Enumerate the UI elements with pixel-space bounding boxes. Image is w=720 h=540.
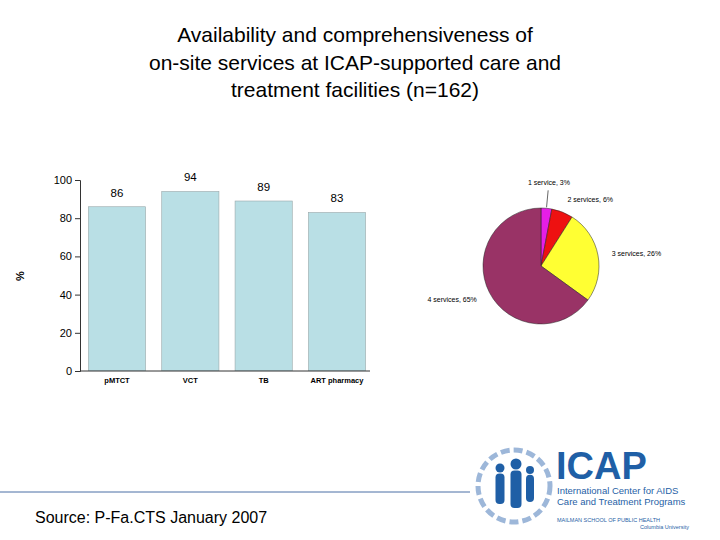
y-tick-label: 80 <box>60 212 72 224</box>
pie-labels: 1 service, 3% 2 services, 6% 3 services, 2… <box>427 179 661 302</box>
bar <box>88 207 145 371</box>
bar <box>308 212 365 371</box>
y-tick-label: 0 <box>66 365 72 377</box>
logo-graphic <box>478 450 550 522</box>
pie-label: 2 services, 6% <box>568 196 614 203</box>
logo-school: MAILMAN SCHOOL OF PUBLIC HEALTH <box>557 517 660 523</box>
y-tick-mark <box>75 218 80 219</box>
page: Availability and comprehensiveness ofon-… <box>0 0 720 540</box>
y-tick-mark <box>75 333 80 334</box>
y-tick-mark <box>75 180 80 181</box>
x-tick: TB <box>259 376 270 385</box>
x-tick-label: ART pharmacy <box>311 376 365 385</box>
x-tick-label: pMTCT <box>104 376 130 385</box>
data-label: 86 <box>111 187 124 199</box>
y-tick-label: 40 <box>60 289 72 301</box>
y-tick-label: 20 <box>60 327 72 339</box>
x-tick-label: TB <box>259 376 270 385</box>
y-axis-line <box>75 181 81 372</box>
logo-figure-body <box>511 471 522 508</box>
y-tick-mark <box>75 256 80 257</box>
pie-label: 3 services, 26% <box>612 250 661 257</box>
logo-figure-head <box>511 459 522 470</box>
title: Availability and comprehensiveness ofon-… <box>149 23 561 101</box>
bar <box>235 201 292 371</box>
source: Source: P-Fa.CTS January 2007 <box>35 509 267 526</box>
y-tick: 60 <box>60 250 80 262</box>
pie-label: 1 service, 3% <box>528 179 570 186</box>
data-label: 94 <box>184 171 197 183</box>
x-tick-label: VCT <box>183 376 198 385</box>
y-tick: 80 <box>60 212 80 224</box>
logo-figure-head <box>496 464 505 473</box>
y-axis-title: % <box>14 271 26 281</box>
logo-line: Care and Treatment Programs <box>557 496 686 507</box>
y-tick: 40 <box>60 289 80 301</box>
data-label: 89 <box>257 181 270 193</box>
x-tick: ART pharmacy <box>311 376 365 385</box>
logo-line: International Center for AIDS <box>557 485 678 496</box>
y-tick: 20 <box>60 327 80 339</box>
data-labels: 86 94 89 83 <box>111 171 344 204</box>
logo-figure-body <box>526 475 534 502</box>
x-axis: pMTCT VCT TB ART pharmacy <box>80 371 370 385</box>
logo-university: Columbia University <box>640 524 689 530</box>
logo-name: ICAP <box>556 445 647 487</box>
data-label: 83 <box>331 192 344 204</box>
y-axis: 0 20 40 60 80 100 <box>54 174 81 377</box>
x-tick: VCT <box>183 376 198 385</box>
y-tick-mark <box>75 295 80 296</box>
pie-label: 4 services, 65% <box>427 296 476 303</box>
y-tick-label: 100 <box>54 174 72 186</box>
leader-line <box>547 190 549 207</box>
x-axis-line <box>80 371 370 372</box>
y-tick: 100 <box>54 174 80 186</box>
pie-slice <box>483 208 588 324</box>
y-tick: 0 <box>66 365 80 377</box>
footer-rule <box>0 492 470 493</box>
bars <box>88 191 365 371</box>
y-tick-label: 60 <box>60 250 72 262</box>
logo-ring <box>478 450 550 522</box>
y-tick-mark <box>75 371 80 372</box>
pie <box>483 208 599 324</box>
logo-figure-body <box>496 473 505 504</box>
bar <box>162 191 219 371</box>
logo-figure-head <box>526 466 534 474</box>
x-tick: pMTCT <box>104 376 130 385</box>
